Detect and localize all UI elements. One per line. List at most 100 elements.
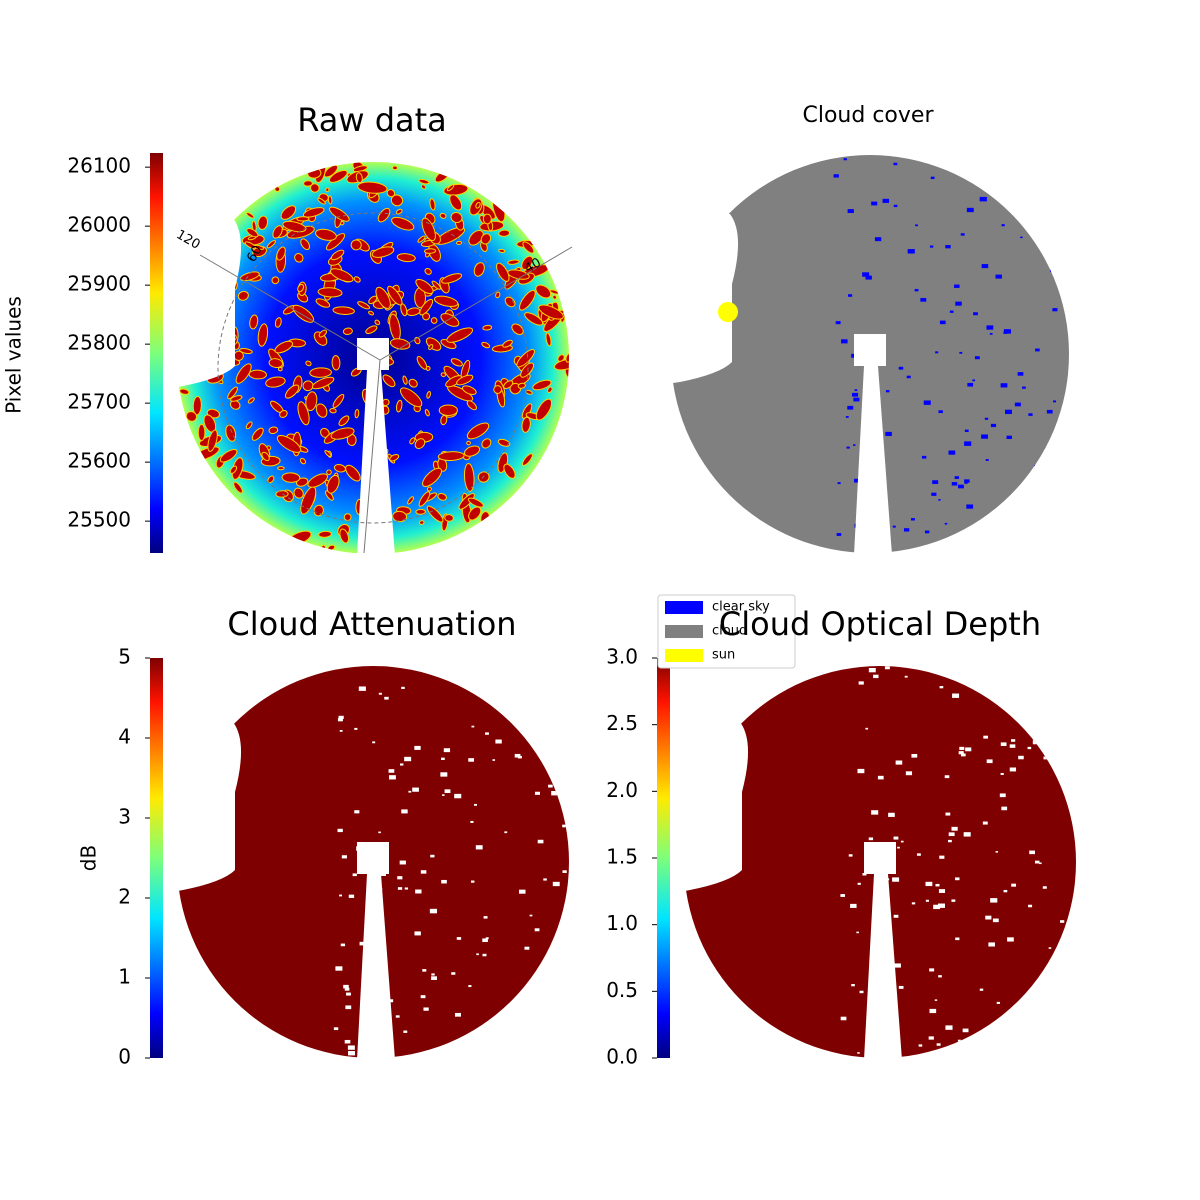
cloud-patch: [419, 520, 425, 525]
cloud-patch: [318, 530, 332, 538]
colorbar-tick-label: 2.5: [606, 711, 638, 735]
sky-patch: [966, 504, 974, 509]
sky-patch: [420, 870, 427, 874]
sky-patch: [929, 1008, 937, 1014]
sky-patch: [944, 775, 950, 779]
polar-label: 40: [522, 255, 544, 276]
sky-patch: [916, 853, 921, 856]
cloud-patch: [307, 473, 328, 488]
sky-patch: [431, 973, 435, 976]
cloud-patch: [265, 376, 286, 388]
cloud-patch: [331, 355, 341, 371]
cloud-patch: [317, 287, 343, 298]
cloud-patch: [219, 448, 238, 463]
sky-patch: [894, 963, 901, 968]
sky-patch: [404, 887, 409, 890]
sky-patch: [339, 894, 343, 897]
sky-patch: [347, 1045, 355, 1050]
cloud-patch: [424, 267, 432, 275]
sky-patch: [840, 894, 846, 897]
cloud-patch: [310, 183, 320, 193]
sky-patch: [935, 883, 940, 887]
sky-patch: [856, 931, 859, 934]
sky-patch: [1028, 904, 1033, 908]
sky-patch: [933, 904, 941, 910]
cloud-patch: [552, 294, 557, 300]
cloud-patch: [300, 238, 310, 251]
sky-patch: [338, 715, 344, 720]
sky-image: [666, 155, 1069, 555]
colorbar-tick-label: 25700: [67, 390, 131, 414]
sky-patch: [414, 745, 421, 750]
cloud-patch: [192, 396, 202, 416]
cloud-patch: [345, 464, 361, 482]
cloud-patch: [245, 212, 255, 219]
cloud-patch: [277, 466, 285, 471]
cloud-patch: [391, 216, 415, 231]
cloud-patch: [374, 319, 381, 326]
cloud-patch: [407, 496, 414, 505]
sky-patch: [868, 667, 876, 673]
sky-patch: [836, 533, 842, 536]
sky-patch: [984, 417, 989, 420]
sky-patch: [888, 812, 895, 817]
sky-patch: [934, 999, 938, 1001]
sky-patch: [431, 976, 437, 980]
mask-left: [172, 712, 242, 892]
cloud-patch: [402, 375, 408, 385]
sky-patch: [471, 725, 475, 728]
cloud-patch: [495, 291, 501, 299]
cloud-patch: [418, 178, 430, 185]
sky-patch: [959, 351, 963, 354]
cloud-patch: [497, 438, 511, 447]
cloud-patch: [299, 457, 307, 465]
cloud-patch: [517, 382, 526, 389]
sky-patch: [848, 854, 853, 857]
cloud-patch: [475, 201, 481, 209]
sky-patch: [348, 894, 355, 898]
sky-patch: [404, 756, 412, 762]
colorbar: [150, 658, 163, 1058]
sky-patch: [840, 1016, 847, 1021]
sky-patch: [1018, 755, 1024, 760]
cloud-patch: [408, 378, 418, 388]
sky-patch: [482, 938, 488, 943]
sky-patch: [524, 946, 530, 950]
sky-patch: [854, 389, 858, 392]
cloud-patch: [339, 528, 350, 544]
sky-patch: [986, 325, 994, 330]
sky-patch: [990, 423, 997, 428]
cloud-patch: [251, 427, 264, 441]
cloud-patch: [423, 248, 437, 254]
cloud-patch: [237, 290, 249, 301]
sky-patch: [851, 984, 855, 987]
cloud-patch: [498, 229, 510, 237]
cloud-patch: [520, 362, 535, 378]
sky-patch: [483, 916, 488, 919]
panel-title: Cloud cover: [803, 103, 935, 128]
cloud-patch: [502, 339, 513, 348]
sky-patch: [429, 908, 438, 914]
sky-patch: [442, 794, 445, 796]
cloud-patch: [428, 343, 434, 351]
cloud-patch: [272, 225, 283, 239]
sky-patch: [964, 429, 969, 432]
cloud-patch: [433, 295, 459, 307]
cloud-patch: [387, 285, 403, 306]
cloud-patch: [353, 276, 361, 283]
sky-patch: [948, 839, 952, 843]
sky-patch: [378, 692, 382, 695]
sky-patch: [1001, 224, 1005, 227]
colorbar-tick-label: 0: [118, 1045, 131, 1069]
sky-patch: [514, 753, 521, 758]
sky-patch: [995, 851, 999, 853]
sky-patch: [962, 1028, 969, 1033]
cloud-patch: [392, 165, 398, 171]
mask-left: [679, 712, 749, 892]
cloud-patch: [496, 262, 510, 282]
sky-patch: [961, 753, 966, 757]
sky-patch: [938, 975, 942, 978]
sky-patch: [562, 870, 567, 873]
sky-patch: [441, 757, 445, 760]
cloud-patch: [302, 380, 314, 392]
